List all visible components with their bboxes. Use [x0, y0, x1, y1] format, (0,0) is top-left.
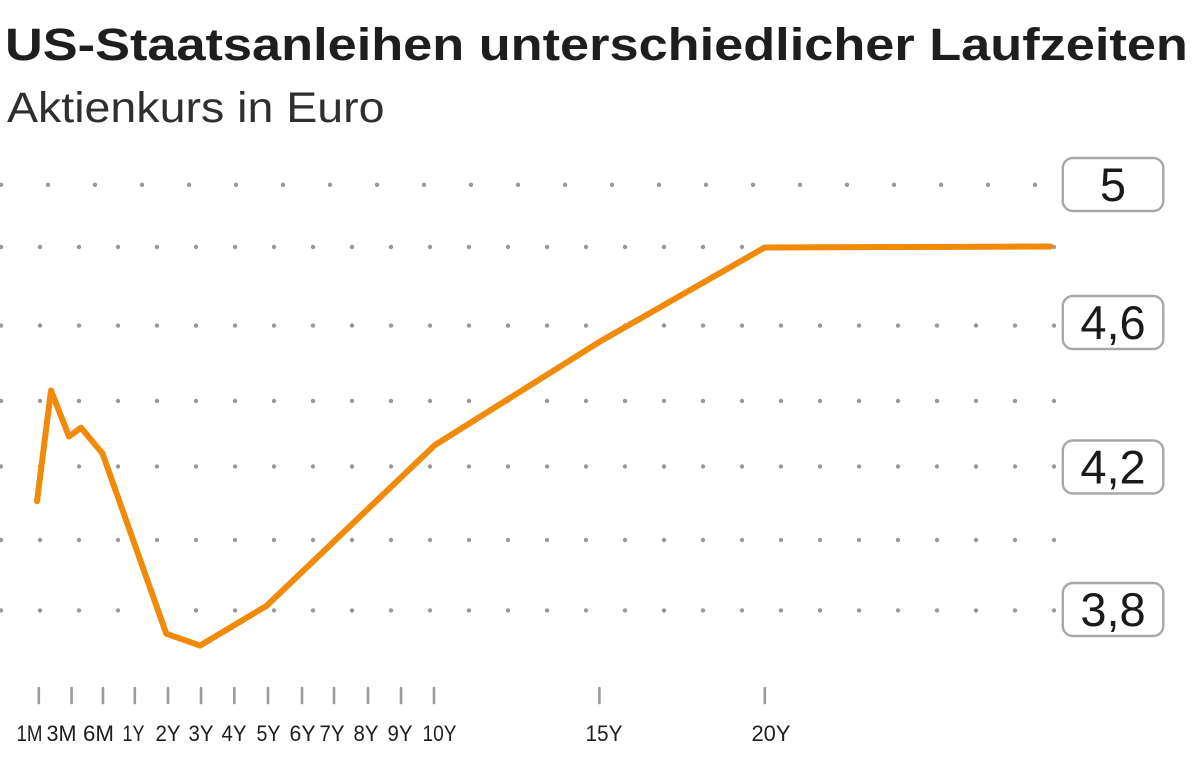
svg-text:5Y: 5Y: [257, 721, 281, 746]
svg-text:6Y: 6Y: [290, 721, 316, 746]
svg-text:5: 5: [1100, 158, 1126, 211]
svg-text:4,6: 4,6: [1080, 296, 1145, 349]
svg-text:10Y: 10Y: [423, 721, 457, 746]
svg-text:20Y: 20Y: [752, 721, 791, 746]
svg-text:4Y: 4Y: [222, 721, 247, 746]
svg-text:3,8: 3,8: [1080, 583, 1145, 636]
svg-text:9Y: 9Y: [388, 721, 413, 746]
svg-text:2Y: 2Y: [156, 721, 181, 746]
svg-text:1M: 1M: [17, 721, 43, 746]
svg-text:15Y: 15Y: [586, 721, 623, 746]
svg-text:6M: 6M: [83, 721, 114, 746]
svg-text:4,2: 4,2: [1080, 440, 1145, 493]
svg-text:3Y: 3Y: [189, 721, 214, 746]
svg-text:8Y: 8Y: [354, 721, 379, 746]
svg-text:1Y: 1Y: [123, 721, 145, 746]
svg-text:3M: 3M: [47, 721, 77, 746]
svg-text:7Y: 7Y: [320, 721, 345, 746]
